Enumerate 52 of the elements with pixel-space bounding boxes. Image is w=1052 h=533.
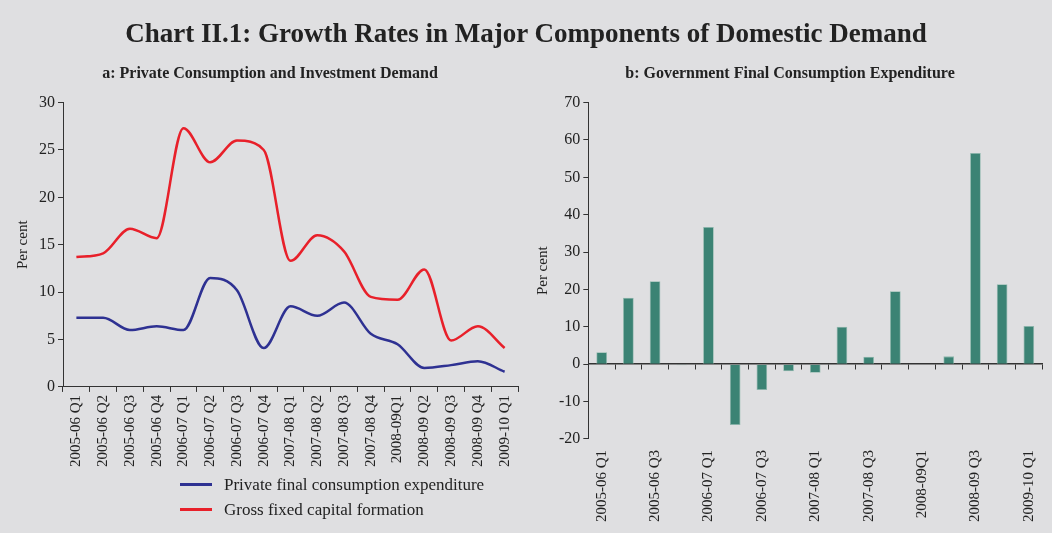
x-tick-label: 2005-06 Q1 <box>592 449 609 522</box>
y-tick-label: 25 <box>39 140 55 158</box>
x-tick-label: 2008-09 Q2 <box>415 394 432 467</box>
x-tick-label: 2009-10 Q1 <box>495 394 512 467</box>
x-tick-label: 2007-08 Q3 <box>334 394 351 467</box>
chart-subtitle: a: Private Consumption and Investment Demand <box>101 64 439 82</box>
x-tick-label: 2008-09Q1 <box>388 394 405 464</box>
y-tick-label: 20 <box>564 279 581 297</box>
x-tick-label: 2005-06 Q3 <box>646 449 663 522</box>
chart-title: Chart II.1: Growth Rates in Major Components of Domestic Demand <box>124 18 928 49</box>
x-tick-label: 2007-08 Q4 <box>361 394 378 467</box>
y-tick-label: 10 <box>39 282 55 300</box>
x-tick-label: 2006-07 Q4 <box>254 394 271 467</box>
line-series <box>75 126 506 350</box>
chart-subtitle: b: Government Final Consumption Expenditure <box>624 64 956 82</box>
x-tick-label: 2009-10 Q1 <box>1019 449 1036 522</box>
x-tick-label: 2008-09 Q4 <box>468 394 485 467</box>
x-tick-label: 2007-08 Q2 <box>308 394 325 467</box>
y-axis-title: Per cent <box>13 219 30 270</box>
y-tick-label: 15 <box>39 234 55 252</box>
x-tick-label: 2006-07 Q3 <box>227 394 244 467</box>
y-tick-label: 60 <box>564 130 581 148</box>
y-tick-label: 20 <box>39 187 55 205</box>
y-tick-label: 50 <box>564 167 581 185</box>
x-tick-label: 2006-07 Q1 <box>174 394 191 467</box>
y-tick-label: -20 <box>559 429 581 447</box>
x-tick-label: 2008-09Q1 <box>912 449 929 519</box>
x-tick-label: 2007-08 Q1 <box>281 394 298 467</box>
x-tick-label: 2008-09 Q3 <box>442 394 459 467</box>
y-tick-label: -10 <box>559 391 581 409</box>
y-tick-label: 10 <box>564 317 581 335</box>
line-series <box>75 276 506 374</box>
x-tick-label: 2005-06 Q3 <box>120 394 137 467</box>
y-axis-title: Per cent <box>533 245 550 296</box>
x-tick-label: 2006-07 Q1 <box>699 449 716 522</box>
x-tick-label: 2005-06 Q4 <box>147 394 164 467</box>
x-tick-label: 2006-07 Q2 <box>201 394 218 467</box>
y-tick-label: 30 <box>39 92 55 110</box>
y-tick-label: 5 <box>47 329 55 347</box>
x-tick-label: 2007-08 Q1 <box>806 449 823 522</box>
y-tick-label: 40 <box>564 204 581 222</box>
y-tick-label: 0 <box>572 354 581 372</box>
y-tick-label: 30 <box>564 242 581 260</box>
x-tick-label: 2005-06 Q1 <box>67 394 84 467</box>
x-tick-label: 2007-08 Q3 <box>859 449 876 522</box>
x-tick-label: 2006-07 Q3 <box>752 449 769 522</box>
y-tick-label: 70 <box>564 92 581 110</box>
y-tick-label: 0 <box>47 377 55 395</box>
legend-label: Private final consumption expenditure <box>224 474 485 495</box>
legend-label: Gross fixed capital formation <box>224 499 424 520</box>
x-tick-label: 2005-06 Q2 <box>94 394 111 467</box>
x-tick-label: 2008-09 Q3 <box>966 449 983 522</box>
